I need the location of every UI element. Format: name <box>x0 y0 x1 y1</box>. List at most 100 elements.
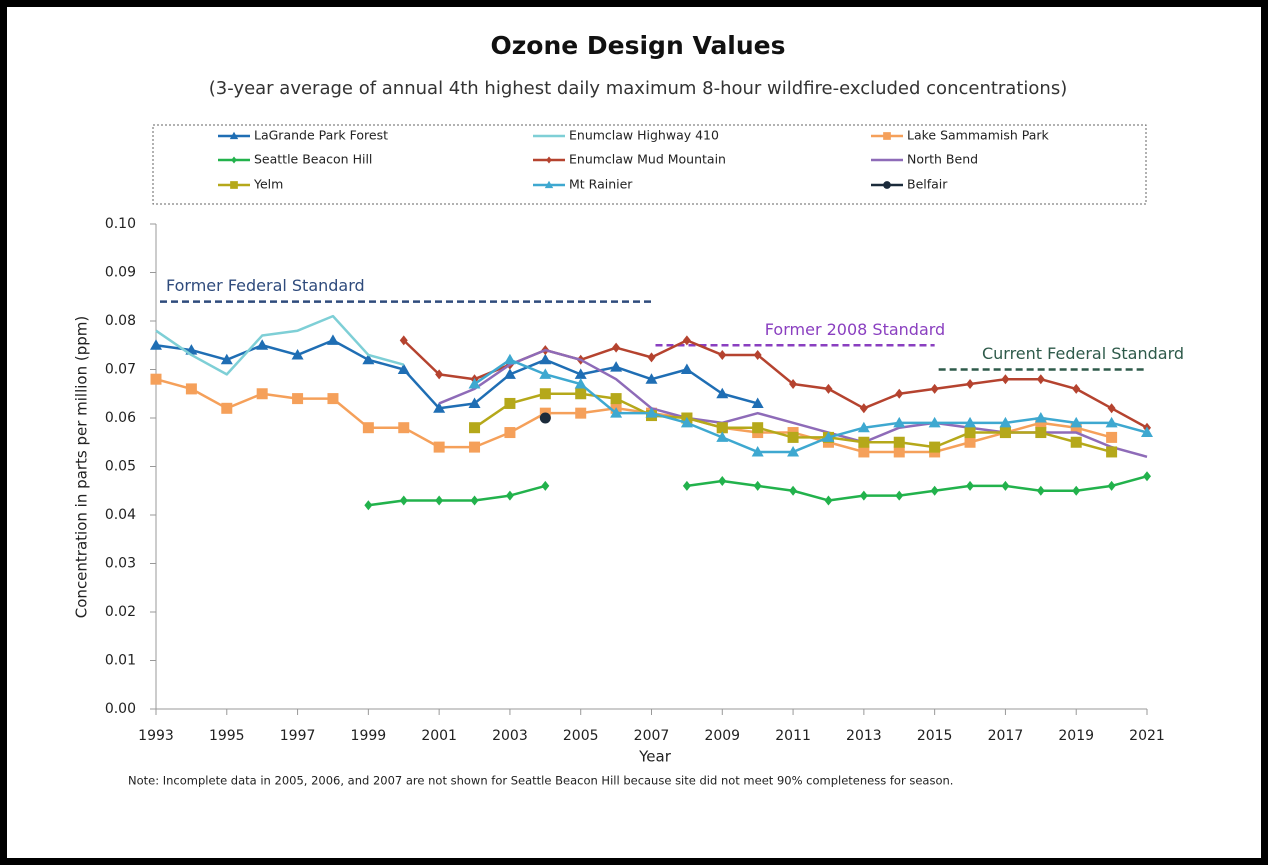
x-tick-label: 2011 <box>775 728 811 744</box>
marker <box>433 402 446 413</box>
marker <box>291 348 304 360</box>
series-line <box>368 474 1148 507</box>
marker <box>930 383 939 394</box>
marker <box>539 412 551 424</box>
series-line <box>473 358 1148 454</box>
marker <box>824 495 833 506</box>
y-tick-label: 0.10 <box>105 216 136 232</box>
marker <box>716 431 729 442</box>
marker <box>751 445 764 457</box>
marker <box>469 422 481 434</box>
legend-label: Enumclaw Highway 410 <box>569 128 719 143</box>
marker <box>1001 374 1010 385</box>
marker <box>503 353 516 365</box>
marker <box>682 480 691 491</box>
marker <box>610 393 622 405</box>
x-tick-label: 2005 <box>563 728 599 744</box>
marker <box>680 363 693 374</box>
marker <box>256 339 269 350</box>
reference-label: Current Federal Standard <box>982 344 1184 363</box>
marker <box>859 490 868 501</box>
marker <box>326 334 339 345</box>
marker <box>433 441 445 453</box>
x-tick-label: 2013 <box>846 728 882 744</box>
marker <box>220 353 233 365</box>
marker <box>964 436 976 448</box>
marker <box>150 373 162 385</box>
marker <box>1143 471 1151 482</box>
x-axis-label: Year <box>638 748 672 766</box>
reference-label: Former 2008 Standard <box>765 320 945 339</box>
marker <box>857 421 870 433</box>
marker <box>893 436 905 448</box>
marker <box>504 397 516 409</box>
marker <box>1036 485 1045 496</box>
marker <box>544 180 554 189</box>
marker <box>883 181 891 189</box>
marker <box>858 446 870 458</box>
marker <box>541 480 550 491</box>
marker <box>858 436 870 448</box>
marker <box>231 156 237 164</box>
marker <box>1070 416 1083 428</box>
marker <box>397 363 410 374</box>
marker <box>185 383 197 395</box>
x-tick-label: 1997 <box>280 728 316 744</box>
marker <box>1107 403 1116 414</box>
marker <box>546 156 552 164</box>
marker <box>822 431 835 442</box>
marker <box>221 402 233 414</box>
marker <box>470 495 479 506</box>
y-axis-label: Concentration in parts per million (ppm) <box>73 316 91 618</box>
legend-label: Enumclaw Mud Mountain <box>569 152 726 167</box>
marker <box>893 446 905 458</box>
marker <box>1106 431 1118 443</box>
y-tick-label: 0.00 <box>105 701 136 717</box>
x-tick-label: 2009 <box>704 728 740 744</box>
marker <box>1106 446 1118 458</box>
legend-label: Belfair <box>907 177 948 192</box>
note: Note: Incomplete data in 2005, 2006, and… <box>128 774 953 788</box>
marker <box>966 379 975 390</box>
x-tick-label: 1995 <box>209 728 245 744</box>
marker <box>1072 485 1081 496</box>
marker <box>610 361 623 372</box>
marker <box>574 368 587 379</box>
marker <box>1035 417 1047 429</box>
y-tick-label: 0.08 <box>105 313 136 329</box>
reference-label: Former Federal Standard <box>166 276 365 295</box>
y-tick-label: 0.05 <box>105 459 136 475</box>
marker <box>575 388 587 400</box>
marker <box>435 369 444 380</box>
marker <box>468 397 481 408</box>
series-line <box>155 339 759 410</box>
marker <box>539 368 552 379</box>
marker <box>966 480 975 491</box>
marker <box>468 378 481 389</box>
y-tick-label: 0.06 <box>105 410 136 426</box>
marker <box>647 352 656 363</box>
legend-label: Yelm <box>253 177 283 192</box>
y-tick-label: 0.01 <box>105 653 136 669</box>
x-tick-label: 2021 <box>1129 728 1165 744</box>
marker <box>574 378 587 389</box>
marker <box>893 416 906 428</box>
x-tick-label: 2019 <box>1058 728 1094 744</box>
marker <box>1034 412 1047 423</box>
marker <box>364 500 373 511</box>
marker <box>539 353 552 365</box>
marker <box>1070 436 1082 448</box>
marker <box>327 393 339 405</box>
legend-box <box>152 124 1147 205</box>
y-tick-label: 0.04 <box>105 507 136 523</box>
marker <box>928 416 941 428</box>
marker <box>1072 383 1081 394</box>
marker <box>1035 427 1047 439</box>
marker <box>718 476 727 487</box>
marker <box>716 387 729 399</box>
marker <box>930 485 939 496</box>
marker <box>1036 374 1045 385</box>
marker <box>929 441 941 453</box>
marker <box>718 349 727 360</box>
